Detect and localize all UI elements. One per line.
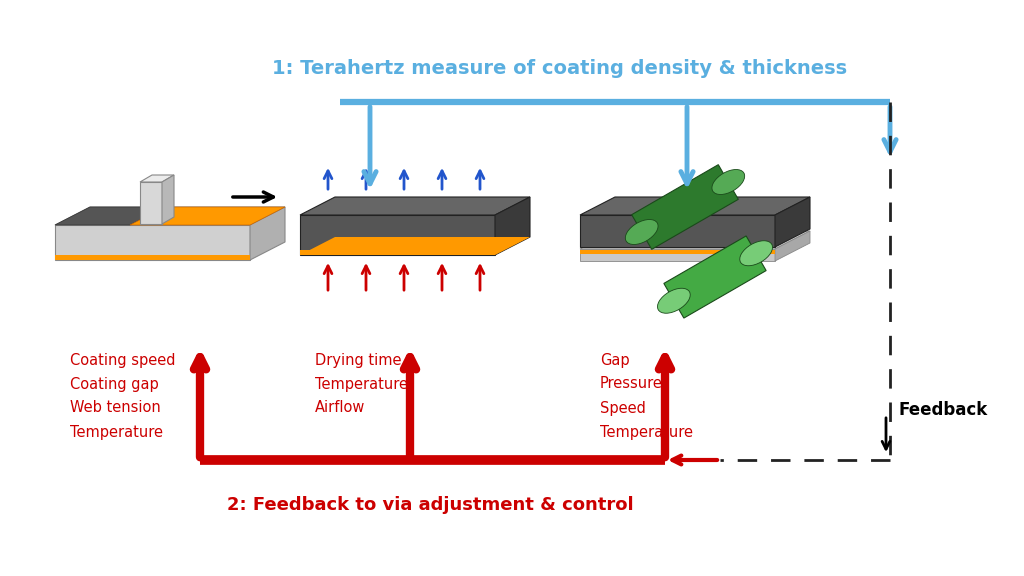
Polygon shape	[580, 250, 775, 254]
Ellipse shape	[712, 169, 744, 195]
Text: Temperature: Temperature	[315, 377, 408, 392]
Polygon shape	[55, 207, 285, 225]
Polygon shape	[55, 255, 250, 260]
Ellipse shape	[657, 288, 690, 313]
Polygon shape	[580, 249, 775, 261]
Polygon shape	[775, 197, 810, 247]
Text: Gap: Gap	[600, 353, 630, 367]
Polygon shape	[775, 231, 810, 261]
Text: Airflow: Airflow	[315, 400, 366, 415]
Text: Coating speed: Coating speed	[70, 353, 175, 367]
Polygon shape	[55, 207, 165, 225]
Text: Pressure: Pressure	[600, 377, 663, 392]
Polygon shape	[130, 207, 285, 225]
Polygon shape	[580, 231, 810, 249]
Polygon shape	[300, 250, 495, 255]
Polygon shape	[580, 197, 810, 215]
Polygon shape	[300, 197, 530, 215]
Text: Web tension: Web tension	[70, 400, 161, 415]
Text: Drying time: Drying time	[315, 353, 401, 367]
Text: 2: Feedback to via adjustment & control: 2: Feedback to via adjustment & control	[226, 496, 633, 514]
Polygon shape	[664, 236, 766, 318]
Polygon shape	[140, 175, 174, 182]
Polygon shape	[300, 215, 495, 255]
Ellipse shape	[739, 241, 772, 266]
Polygon shape	[140, 182, 162, 224]
Polygon shape	[495, 197, 530, 255]
Text: Temperature: Temperature	[70, 425, 163, 439]
Text: Temperature: Temperature	[600, 425, 693, 439]
Ellipse shape	[626, 219, 658, 244]
Polygon shape	[580, 215, 775, 247]
Text: 1: Terahertz measure of coating density & thickness: 1: Terahertz measure of coating density …	[272, 59, 848, 78]
Polygon shape	[632, 165, 738, 249]
Polygon shape	[162, 175, 174, 224]
Polygon shape	[300, 237, 530, 255]
Polygon shape	[55, 225, 250, 260]
Polygon shape	[250, 207, 285, 260]
Text: Feedback: Feedback	[898, 401, 987, 419]
Text: Speed: Speed	[600, 400, 646, 415]
Text: Coating gap: Coating gap	[70, 377, 159, 392]
